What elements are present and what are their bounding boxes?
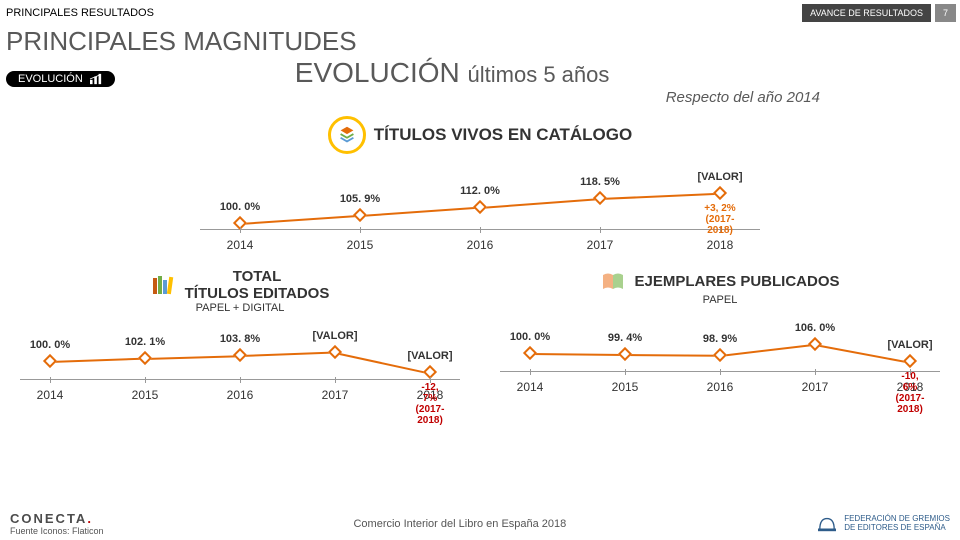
books-icon [151, 272, 177, 298]
chart2-title: TOTAL TÍTULOS EDITADOS [185, 268, 330, 302]
delta-note: -10, 6% (2017-2018) [895, 371, 925, 415]
data-label: [VALOR] [312, 330, 357, 342]
chart1-head: TÍTULOS VIVOS EN CATÁLOGO [0, 116, 960, 154]
chip-label: EVOLUCIÓN [18, 73, 83, 85]
data-label: 103. 8% [220, 333, 260, 345]
x-label: 2015 [612, 380, 639, 394]
topbar: PRINCIPALES RESULTADOS AVANCE DE RESULTA… [0, 0, 960, 26]
data-label: [VALOR] [407, 350, 452, 362]
x-label: 2016 [707, 380, 734, 394]
source-note: Fuente Iconos: Flaticon [10, 526, 104, 536]
data-label: 100. 0% [510, 331, 550, 343]
bar-chart-icon [89, 73, 103, 85]
chart-titulos-editados: 100. 0% 2014 102. 1% 2015 103. 8% 2016 [VALOR]… [20, 314, 460, 404]
chart-titulos-vivos: 100. 0% 2014 105. 9% 2015 112. 0% 2016 118. 5%… [200, 154, 760, 254]
page-title: PRINCIPALES MAGNITUDES [0, 26, 960, 57]
data-label: 112. 0% [460, 185, 500, 197]
data-label: 102. 1% [125, 336, 165, 348]
x-label: 2016 [467, 238, 494, 252]
subtitle: Respecto del año 2014 [0, 89, 960, 106]
col-left: TOTAL TÍTULOS EDITADOS PAPEL + DIGITAL 1… [0, 268, 480, 404]
x-label: 2017 [587, 238, 614, 252]
data-label: 99. 4% [608, 332, 642, 344]
x-label: 2015 [347, 238, 374, 252]
x-label: 2014 [37, 388, 64, 402]
x-label: 2015 [132, 388, 159, 402]
x-label: 2016 [227, 388, 254, 402]
evolution-chip: EVOLUCIÓN [6, 71, 115, 87]
data-label: [VALOR] [697, 171, 742, 183]
footer-right-logo: FEDERACIÓN DE GREMIOS DE EDITORES DE ESP… [816, 515, 950, 533]
chart3-sub: PAPEL [480, 294, 960, 306]
topbar-badge: AVANCE DE RESULTADOS [802, 4, 931, 22]
chart-ejemplares: 100. 0% 2014 99. 4% 2015 98. 9% 2016 106. 0% 20… [500, 306, 940, 396]
data-label: [VALOR] [887, 339, 932, 351]
data-label: 100. 0% [220, 201, 260, 213]
chart2-sub: PAPEL + DIGITAL [0, 302, 480, 314]
delta-note: -12, 7% (2017-2018) [415, 382, 445, 426]
topbar-left: PRINCIPALES RESULTADOS [6, 7, 154, 19]
footer-center: Comercio Interior del Libro en España 20… [353, 518, 566, 530]
x-label: 2017 [322, 388, 349, 402]
catalog-icon [328, 116, 366, 154]
col-right: EJEMPLARES PUBLICADOS PAPEL 100. 0% 2014 9… [480, 268, 960, 404]
data-label: 106. 0% [795, 322, 835, 334]
x-label: 2014 [517, 380, 544, 394]
x-label: 2014 [227, 238, 254, 252]
chart3-title: EJEMPLARES PUBLICADOS [634, 273, 839, 290]
data-label: 118. 5% [580, 176, 620, 188]
book-open-icon [600, 268, 626, 294]
data-label: 98. 9% [703, 333, 737, 345]
footer: CONECTA. Fuente Iconos: Flaticon Comerci… [0, 511, 960, 536]
headline: EVOLUCIÓN últimos 5 años [295, 57, 610, 89]
chart1-title: TÍTULOS VIVOS EN CATÁLOGO [374, 125, 632, 145]
page-number: 7 [935, 4, 956, 22]
delta-note: +3, 2% (2017-2018) [700, 203, 740, 236]
data-label: 100. 0% [30, 339, 70, 351]
x-label: 2017 [802, 380, 829, 394]
x-label: 2018 [707, 238, 734, 252]
conecta-logo: CONECTA. [10, 511, 104, 526]
data-label: 105. 9% [340, 193, 380, 205]
